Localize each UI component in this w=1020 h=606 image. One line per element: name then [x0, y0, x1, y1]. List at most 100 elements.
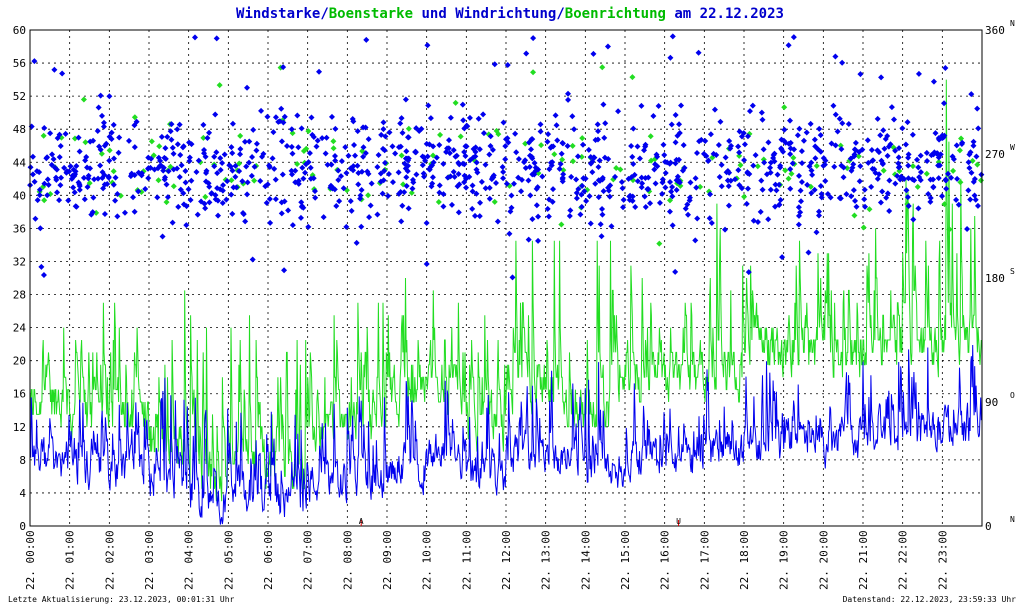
wind-direction-point — [591, 154, 598, 161]
wind-direction-point — [953, 196, 960, 203]
wind-direction-point — [272, 114, 279, 121]
wind-direction-point — [767, 164, 774, 171]
wind-direction-point — [978, 171, 985, 178]
gust-direction-point — [923, 170, 930, 177]
wind-direction-point — [168, 136, 175, 143]
wind-direction-point — [320, 214, 327, 221]
wind-direction-point — [927, 176, 934, 183]
wind-direction-point — [662, 169, 669, 176]
wind-direction-point — [145, 175, 152, 182]
wind-direction-point — [949, 153, 956, 160]
wind-direction-point — [193, 169, 200, 176]
wind-direction-point — [631, 171, 638, 178]
gust-direction-point — [613, 165, 620, 172]
wind-direction-point — [853, 203, 860, 210]
wind-direction-point — [761, 159, 768, 166]
wind-direction-point — [625, 175, 632, 182]
gust-direction-point — [880, 167, 887, 174]
wind-direction-point — [76, 148, 83, 155]
wind-direction-point — [455, 171, 462, 178]
wind-direction-point — [472, 144, 479, 151]
wind-direction-point — [349, 115, 356, 122]
wind-direction-point — [213, 149, 220, 156]
wind-direction-point — [565, 96, 572, 103]
wind-direction-point — [530, 170, 537, 177]
wind-direction-point — [244, 84, 251, 91]
wind-direction-point — [639, 180, 646, 187]
x-tick-label: 22. 09:00 — [381, 530, 394, 590]
wind-direction-point — [100, 123, 107, 130]
wind-direction-point — [151, 166, 158, 173]
wind-direction-point — [887, 141, 894, 148]
wind-direction-point — [319, 135, 326, 142]
wind-direction-point — [423, 220, 430, 227]
wind-direction-point — [661, 152, 668, 159]
wind-direction-point — [686, 194, 693, 201]
wind-direction-point — [695, 49, 702, 56]
wind-direction-point — [856, 148, 863, 155]
wind-direction-point — [305, 159, 312, 166]
wind-direction-point — [430, 143, 437, 150]
wind-direction-point — [469, 188, 476, 195]
wind-direction-point — [914, 156, 921, 163]
wind-direction-point — [634, 143, 641, 150]
title-und: und — [413, 6, 455, 22]
wind-direction-point — [687, 179, 694, 186]
wind-direction-point — [219, 159, 226, 166]
wind-direction-point — [770, 154, 777, 161]
wind-direction-point — [106, 157, 113, 164]
wind-direction-point — [785, 42, 792, 49]
wind-direction-point — [489, 146, 496, 153]
wind-direction-point — [966, 164, 973, 171]
wind-direction-point — [440, 191, 447, 198]
wind-direction-point — [915, 205, 922, 212]
wind-direction-point — [459, 101, 466, 108]
title-date: am 22.12.2023 — [666, 6, 784, 22]
wind-direction-point — [402, 96, 409, 103]
y-left-tick-label: 24 — [13, 322, 27, 335]
wind-direction-point — [973, 153, 980, 160]
wind-direction-point — [877, 132, 884, 139]
gust-direction-point — [647, 133, 654, 140]
wind-direction-point — [935, 175, 942, 182]
wind-direction-point — [620, 204, 627, 211]
wind-direction-point — [472, 153, 479, 160]
wind-direction-point — [401, 189, 408, 196]
gust-direction-point — [251, 177, 258, 184]
wind-direction-point — [491, 61, 498, 68]
x-tick-label: 22. 14:00 — [579, 530, 592, 590]
wind-direction-point — [773, 187, 780, 194]
wind-direction-point — [348, 207, 355, 214]
wind-direction-point — [939, 132, 946, 139]
wind-direction-point — [796, 125, 803, 132]
wind-direction-point — [573, 176, 580, 183]
wind-direction-point — [693, 184, 700, 191]
gust-direction-point — [946, 226, 953, 233]
y-right-tick-label: 360 — [985, 24, 1005, 37]
wind-direction-point — [626, 197, 633, 204]
gust-direction-point — [569, 142, 576, 149]
wind-direction-point — [659, 190, 666, 197]
wind-direction-point — [587, 220, 594, 227]
wind-direction-point — [294, 112, 301, 119]
wind-direction-point — [429, 174, 436, 181]
wind-direction-point — [292, 167, 299, 174]
wind-direction-point — [112, 174, 119, 181]
wind-direction-point — [285, 207, 292, 214]
wind-direction-point — [345, 152, 352, 159]
gust-direction-point — [408, 189, 415, 196]
wind-direction-point — [843, 191, 850, 198]
wind-direction-point — [559, 178, 566, 185]
wind-direction-point — [374, 164, 381, 171]
wind-direction-point — [804, 181, 811, 188]
wind-direction-point — [76, 186, 83, 193]
wind-direction-point — [381, 167, 388, 174]
gust-direction-point — [80, 96, 87, 103]
wind-direction-point — [365, 170, 372, 177]
wind-direction-point — [289, 171, 296, 178]
wind-direction-point — [456, 161, 463, 168]
wind-direction-point — [278, 138, 285, 145]
wind-direction-point — [595, 164, 602, 171]
wind-direction-point — [477, 199, 484, 206]
